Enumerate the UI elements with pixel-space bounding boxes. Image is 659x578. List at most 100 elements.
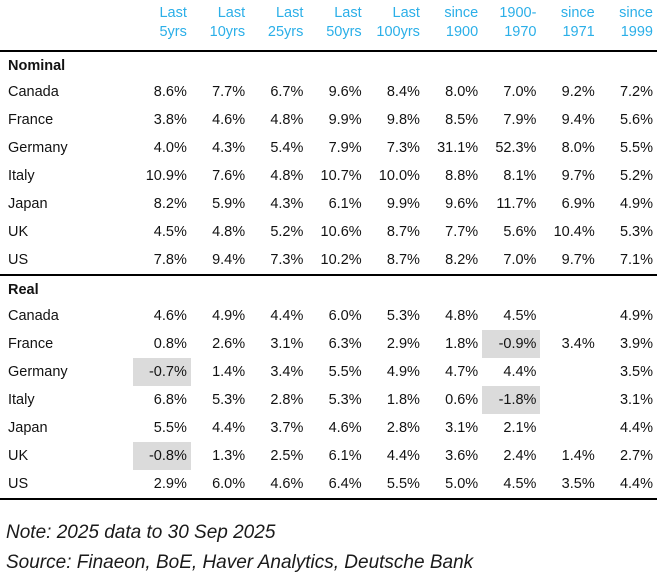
value-cell: 7.6%: [212, 168, 246, 184]
table-row: UK -0.8% 1.3% 2.5% 6.1% 4.4% 3.6% 2.4% 1.4% 2.7%: [0, 442, 657, 470]
value-cell: 7.2%: [619, 84, 653, 100]
section-label: Nominal: [0, 50, 657, 78]
value-cell: 4.4%: [598, 470, 657, 500]
value-cell: 3.9%: [619, 336, 653, 352]
country-cell: US: [8, 252, 29, 268]
country-cell: Italy: [8, 168, 35, 184]
value-cell: 2.4%: [503, 448, 537, 464]
value-cell: 9.7%: [561, 252, 595, 268]
value-cell: 3.5%: [540, 470, 599, 500]
country-cell: Canada: [8, 308, 59, 324]
table-row: Italy 6.8% 5.3% 2.8% 5.3% 1.8% 0.6% -1.8% 3.1%: [0, 386, 657, 414]
value-cell: 4.6%: [328, 420, 362, 436]
value-cell: 1.3%: [212, 448, 246, 464]
value-cell: 4.6%: [212, 112, 246, 128]
value-cell: 3.7%: [270, 420, 304, 436]
country-cell: Germany: [8, 140, 68, 156]
value-cell: 9.4%: [212, 252, 246, 268]
value-cell: 1.8%: [445, 336, 479, 352]
value-cell: 7.8%: [153, 252, 187, 268]
country-cell: Japan: [8, 420, 48, 436]
value-cell: 6.0%: [190, 470, 250, 500]
col-header-last-50yrs: Last 50yrs: [326, 5, 362, 40]
value-cell: 9.8%: [386, 112, 420, 128]
value-cell: 9.6%: [445, 196, 479, 212]
value-cell: -1.8%: [482, 386, 541, 414]
value-cell: 8.2%: [153, 196, 187, 212]
country-cell: US: [0, 470, 133, 500]
table-row: Germany -0.7% 1.4% 3.4% 5.5% 4.9% 4.7% 4.4% 3.5%: [0, 358, 657, 386]
value-cell: 10.0%: [378, 168, 420, 184]
value-cell: 4.5%: [153, 224, 187, 240]
country-cell: UK: [8, 448, 29, 464]
value-cell: -0.7%: [132, 358, 191, 386]
value-cell: 9.2%: [561, 84, 595, 100]
value-cell: 8.0%: [561, 140, 595, 156]
value-cell: 0.8%: [153, 336, 187, 352]
country-cell: Italy: [8, 392, 35, 408]
value-cell: 7.0%: [503, 252, 537, 268]
value-cell: 1.8%: [386, 392, 420, 408]
col-header-last-10yrs: Last 10yrs: [209, 5, 246, 40]
value-cell: 7.0%: [503, 84, 537, 100]
country-cell: Germany: [8, 364, 68, 380]
value-cell: 4.0%: [153, 140, 187, 156]
value-cell: 4.8%: [270, 168, 304, 184]
value-cell: 4.9%: [386, 364, 420, 380]
value-cell: 4.9%: [212, 308, 246, 324]
value-cell: 4.8%: [212, 224, 246, 240]
value-cell: 6.7%: [270, 84, 304, 100]
value-cell: 8.4%: [386, 84, 420, 100]
value-cell: 10.7%: [320, 168, 362, 184]
value-cell: 5.6%: [503, 224, 537, 240]
value-cell: 2.8%: [270, 392, 304, 408]
source-line: Source: Finaeon, BoE, Haver Analytics, D…: [6, 552, 474, 573]
value-cell: 8.6%: [153, 84, 187, 100]
value-cell: 6.1%: [328, 196, 362, 212]
value-cell: 5.5%: [619, 140, 653, 156]
value-cell: [540, 358, 598, 386]
value-cell: 6.9%: [561, 196, 595, 212]
value-cell: 4.8%: [445, 308, 479, 324]
value-cell: 8.8%: [445, 168, 479, 184]
value-cell: 6.8%: [153, 392, 187, 408]
value-cell: 5.3%: [212, 392, 246, 408]
value-cell: 5.5%: [153, 420, 187, 436]
col-header-since-1999: since 1999: [619, 5, 653, 40]
table-row: Japan 5.5% 4.4% 3.7% 4.6% 2.8% 3.1% 2.1% 4.4%: [0, 414, 657, 442]
country-cell: Canada: [8, 84, 59, 100]
value-cell: 1.4%: [561, 448, 595, 464]
value-cell: 7.7%: [212, 84, 246, 100]
table-row: Germany 4.0% 4.3% 5.4% 7.9% 7.3% 31.1% 52.3% 8.0…: [0, 134, 657, 162]
value-cell: 5.5%: [365, 470, 424, 500]
col-header-last-100yrs: Last 100yrs: [376, 5, 420, 40]
returns-table: Last 5yrs Last 10yrs Last 25yrs Last 50y…: [0, 0, 657, 500]
value-cell: 3.1%: [445, 420, 479, 436]
table-row: US 7.8% 9.4% 7.3% 10.2% 8.7% 8.2% 7.0% 9.7% 7.1%: [0, 246, 657, 275]
table-header: Last 5yrs Last 10yrs Last 25yrs Last 50y…: [0, 0, 657, 51]
value-cell: 4.6%: [153, 308, 187, 324]
value-cell: 10.4%: [553, 224, 595, 240]
value-cell: 5.2%: [270, 224, 304, 240]
value-cell: 0.6%: [445, 392, 479, 408]
value-cell: 5.2%: [619, 168, 653, 184]
value-cell: 3.5%: [619, 364, 653, 380]
table-row: US 2.9% 6.0% 4.6% 6.4% 5.5% 5.0% 4.5% 3.5% 4.4%: [0, 470, 657, 500]
value-cell: 4.3%: [270, 196, 304, 212]
table-row: Italy 10.9% 7.6% 4.8% 10.7% 10.0% 8.8% 8.1% 9.7%…: [0, 162, 657, 190]
value-cell: 6.4%: [307, 470, 366, 500]
value-cell: 7.1%: [619, 252, 653, 268]
value-cell: 4.4%: [619, 420, 653, 436]
value-cell: 8.0%: [445, 84, 479, 100]
value-cell: 5.6%: [619, 112, 653, 128]
value-cell: 1.4%: [212, 364, 246, 380]
value-cell: 5.3%: [386, 308, 420, 324]
value-cell: 7.7%: [445, 224, 479, 240]
value-cell: 7.3%: [270, 252, 304, 268]
value-cell: 4.9%: [619, 308, 653, 324]
value-cell: 4.4%: [212, 420, 246, 436]
value-cell: [540, 386, 598, 414]
value-cell: 9.6%: [328, 84, 362, 100]
value-cell: 7.9%: [328, 140, 362, 156]
table-body: Nominal Canada 8.6% 7.7% 6.7% 9.6% 8.4% 8.0% 7.0…: [0, 50, 657, 500]
